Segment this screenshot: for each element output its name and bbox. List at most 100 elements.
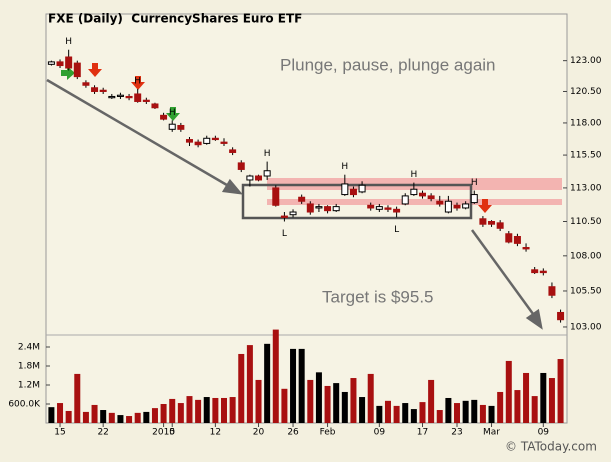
volume-bar bbox=[557, 359, 564, 423]
candle-body bbox=[272, 187, 280, 206]
candle-body bbox=[453, 204, 461, 209]
x-tick-label: 22 bbox=[97, 428, 108, 438]
y-tick-label: 108.00 bbox=[570, 251, 602, 261]
footer: © TAToday.com bbox=[505, 440, 597, 454]
candle-body bbox=[522, 247, 530, 250]
y-tick-label: 103.00 bbox=[570, 322, 602, 332]
x-tick-label: Mar bbox=[483, 428, 500, 438]
candle-body bbox=[548, 286, 556, 296]
trend-arrow bbox=[46, 78, 233, 190]
volume-tick-label: 600.0K bbox=[8, 400, 41, 410]
y-tick-label: 105.50 bbox=[570, 286, 602, 296]
volume-bar bbox=[479, 404, 486, 423]
volume-bar bbox=[229, 397, 236, 423]
x-tick-label: 26 bbox=[287, 428, 299, 438]
candle-body bbox=[332, 206, 340, 212]
buy-arrow bbox=[61, 66, 75, 80]
chart-title: FXE (Daily) CurrencyShares Euro ETF bbox=[48, 12, 302, 26]
volume-bar bbox=[419, 402, 426, 423]
candle-body bbox=[505, 233, 513, 243]
volume-bar bbox=[221, 397, 227, 423]
candle-body bbox=[220, 141, 228, 144]
volume-bar bbox=[402, 403, 409, 423]
volume-bar bbox=[307, 379, 314, 423]
x-tick-label: 15 bbox=[54, 428, 65, 438]
swing-label: H bbox=[65, 37, 72, 47]
volume-bar bbox=[393, 405, 400, 423]
sell-arrow bbox=[131, 76, 145, 90]
volume-bar bbox=[82, 411, 89, 423]
candle-body bbox=[427, 195, 435, 200]
swing-label: H bbox=[341, 162, 348, 172]
candle-body bbox=[160, 114, 168, 120]
volume-bar bbox=[410, 409, 417, 423]
candle-body bbox=[108, 95, 116, 99]
volume-bar bbox=[117, 415, 124, 423]
y-tick-label: 110.50 bbox=[570, 217, 602, 227]
candle-body bbox=[82, 82, 90, 86]
candle-body bbox=[306, 203, 314, 213]
volume-bar bbox=[169, 398, 176, 423]
volume-bar bbox=[445, 397, 452, 423]
candle-body bbox=[539, 270, 547, 274]
volume-bar bbox=[341, 391, 348, 423]
volume-bar bbox=[436, 410, 443, 423]
volume-bar bbox=[462, 400, 469, 423]
candle-body bbox=[375, 206, 383, 210]
volume-bar bbox=[100, 410, 107, 423]
candle-body bbox=[462, 203, 470, 209]
volume-bar bbox=[324, 385, 331, 423]
candle-body bbox=[315, 206, 323, 209]
volume-bar bbox=[531, 396, 538, 423]
candle-body bbox=[211, 137, 219, 141]
volume-tick-label: 1.2M bbox=[18, 381, 40, 391]
y-tick-label: 120.50 bbox=[570, 87, 602, 97]
volume-bar bbox=[74, 373, 81, 423]
sell-arrow bbox=[478, 199, 492, 213]
x-tick-label: 12 bbox=[210, 428, 221, 438]
candle-body bbox=[410, 188, 418, 196]
candle-body bbox=[47, 61, 55, 65]
volume-bar bbox=[151, 408, 158, 423]
x-tick-label: 20 bbox=[253, 428, 265, 438]
volume-bar bbox=[177, 403, 184, 423]
candle-body bbox=[496, 222, 504, 229]
candle-body bbox=[324, 206, 332, 212]
volume-bar bbox=[91, 404, 98, 423]
candle-body bbox=[134, 93, 142, 102]
volume-tick-label: 1.8M bbox=[18, 362, 40, 372]
volume-bar bbox=[428, 379, 435, 423]
candle-body bbox=[203, 137, 211, 144]
volume-bar bbox=[548, 378, 555, 423]
volume-bar bbox=[203, 397, 210, 423]
volume-bar bbox=[488, 405, 495, 423]
y-tick-label: 123.00 bbox=[570, 56, 602, 66]
candle-body bbox=[401, 195, 409, 205]
candle-body bbox=[237, 162, 245, 170]
candle-body bbox=[65, 56, 73, 69]
volume-bar bbox=[505, 360, 512, 423]
volume-bar bbox=[126, 416, 133, 423]
candle-body bbox=[246, 175, 254, 181]
candle-body bbox=[56, 61, 64, 67]
volume-bar bbox=[160, 404, 167, 423]
y-tick-label: 113.00 bbox=[570, 183, 602, 193]
y-tick-label: 118.00 bbox=[570, 118, 602, 128]
volume-bar bbox=[497, 391, 504, 423]
arrow-head bbox=[525, 308, 543, 330]
volume-bar bbox=[238, 353, 245, 423]
volume-bar bbox=[540, 372, 547, 423]
volume-bar bbox=[212, 397, 219, 423]
volume-bar bbox=[195, 399, 202, 423]
volume-tick-label: 2.4M bbox=[18, 343, 40, 353]
volume-bar bbox=[298, 348, 305, 423]
candle-body bbox=[298, 196, 306, 202]
volume-bar bbox=[290, 348, 297, 423]
volume-bar bbox=[264, 343, 271, 423]
candle-body bbox=[479, 218, 487, 225]
x-tick-label: 2010 bbox=[152, 428, 175, 438]
candle-body bbox=[185, 139, 193, 143]
annotation: Target is $95.5 bbox=[322, 287, 434, 306]
volume-bar bbox=[255, 379, 262, 423]
volume-bar bbox=[108, 412, 115, 423]
